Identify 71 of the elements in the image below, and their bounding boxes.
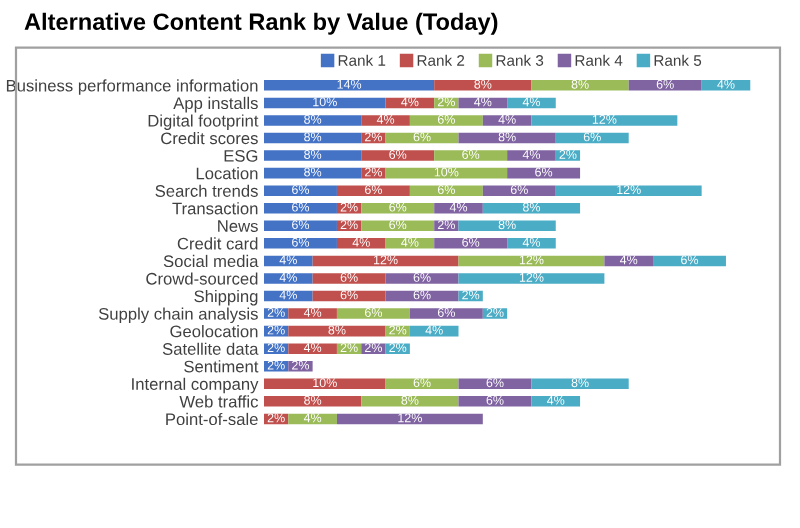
bar <box>264 80 435 91</box>
bar <box>458 255 605 267</box>
bar <box>482 115 532 126</box>
bar <box>264 273 313 284</box>
bar <box>458 132 556 144</box>
y-tick-label: Crowd-sourced <box>146 272 258 285</box>
bar <box>264 238 337 249</box>
y-tick-label: Search trends <box>155 184 258 197</box>
bar <box>628 80 702 91</box>
bar <box>434 150 508 161</box>
y-tick-label: Transaction <box>172 202 258 215</box>
y-tick-label: Credit scores <box>161 131 258 145</box>
bar <box>312 273 386 284</box>
y-tick-label: Internal company <box>132 377 259 394</box>
bar <box>409 115 483 126</box>
y-tick-label: Sentiment <box>184 360 259 373</box>
bar <box>434 238 508 249</box>
y-tick-label: Location <box>196 167 258 180</box>
y-tick-label: App installs <box>173 96 258 113</box>
y-tick-label: Supply chain analysis <box>98 307 258 324</box>
bar <box>288 343 337 354</box>
bar <box>264 378 386 390</box>
bar <box>507 150 556 161</box>
bar <box>288 308 337 319</box>
bar <box>385 238 435 249</box>
bar <box>482 202 581 214</box>
y-tick-label: ESG <box>224 149 258 162</box>
bar <box>264 185 337 196</box>
bar <box>458 396 532 407</box>
bar <box>264 396 362 407</box>
bar <box>361 150 435 161</box>
bar <box>336 413 483 425</box>
chart-title: Alternative Content Rank by Value (Today) <box>24 12 498 35</box>
bar <box>361 115 410 126</box>
bar <box>288 325 386 337</box>
bar <box>434 80 532 91</box>
bar <box>336 238 386 249</box>
bar <box>264 115 362 126</box>
bar <box>458 220 556 232</box>
bar <box>507 238 556 249</box>
bar <box>288 360 313 372</box>
bar <box>458 273 605 284</box>
bar <box>264 97 386 109</box>
bar <box>264 150 362 161</box>
bar <box>555 185 702 196</box>
bar <box>409 185 483 196</box>
y-tick-label: Geolocation <box>170 325 258 338</box>
bar <box>409 308 483 319</box>
bar <box>264 167 362 179</box>
bar <box>336 308 410 319</box>
bar <box>531 115 678 126</box>
bar <box>531 378 629 390</box>
bar <box>385 273 459 284</box>
y-tick-label: Credit card <box>177 237 258 250</box>
y-tick-label: Point-of-sale <box>166 412 258 426</box>
bar <box>531 396 581 407</box>
bar <box>264 132 362 144</box>
y-tick-label: Satellite data <box>162 342 259 355</box>
y-tick-label: Web traffic <box>179 395 259 408</box>
bar <box>701 80 751 91</box>
bar <box>482 185 556 196</box>
y-tick-label: Digital footprint <box>148 114 259 130</box>
bar <box>336 185 410 196</box>
bar <box>312 255 459 267</box>
bar <box>385 167 508 179</box>
bar <box>361 396 459 407</box>
y-tick-label: Shipping <box>194 289 258 306</box>
y-tick-label: News <box>218 220 258 232</box>
bar <box>531 80 629 91</box>
y-tick-label: Business performance information <box>6 79 258 95</box>
y-tick-label: Social media <box>163 254 259 268</box>
